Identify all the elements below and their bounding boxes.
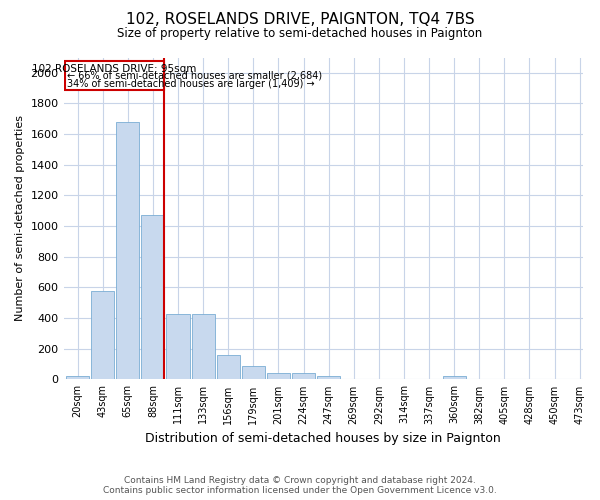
Text: Contains HM Land Registry data © Crown copyright and database right 2024.
Contai: Contains HM Land Registry data © Crown c… [103,476,497,495]
Bar [342,378,365,380]
Bar [292,374,315,380]
X-axis label: Distribution of semi-detached houses by size in Paignton: Distribution of semi-detached houses by … [145,432,501,445]
Bar [267,374,290,380]
Bar [217,355,240,380]
Text: 102, ROSELANDS DRIVE, PAIGNTON, TQ4 7BS: 102, ROSELANDS DRIVE, PAIGNTON, TQ4 7BS [125,12,475,28]
Text: 102 ROSELANDS DRIVE: 95sqm: 102 ROSELANDS DRIVE: 95sqm [32,64,197,74]
Bar [116,122,139,380]
Bar [242,366,265,380]
Text: ← 66% of semi-detached houses are smaller (2,684): ← 66% of semi-detached houses are smalle… [67,70,322,80]
Bar [142,216,164,380]
FancyBboxPatch shape [65,62,164,90]
Text: 34% of semi-detached houses are larger (1,409) →: 34% of semi-detached houses are larger (… [67,79,314,89]
Text: Size of property relative to semi-detached houses in Paignton: Size of property relative to semi-detach… [118,28,482,40]
Bar [91,290,114,380]
Y-axis label: Number of semi-detached properties: Number of semi-detached properties [15,116,25,322]
Bar [317,376,340,380]
Bar [166,314,190,380]
Bar [191,314,215,380]
Bar [66,376,89,380]
Bar [443,376,466,380]
